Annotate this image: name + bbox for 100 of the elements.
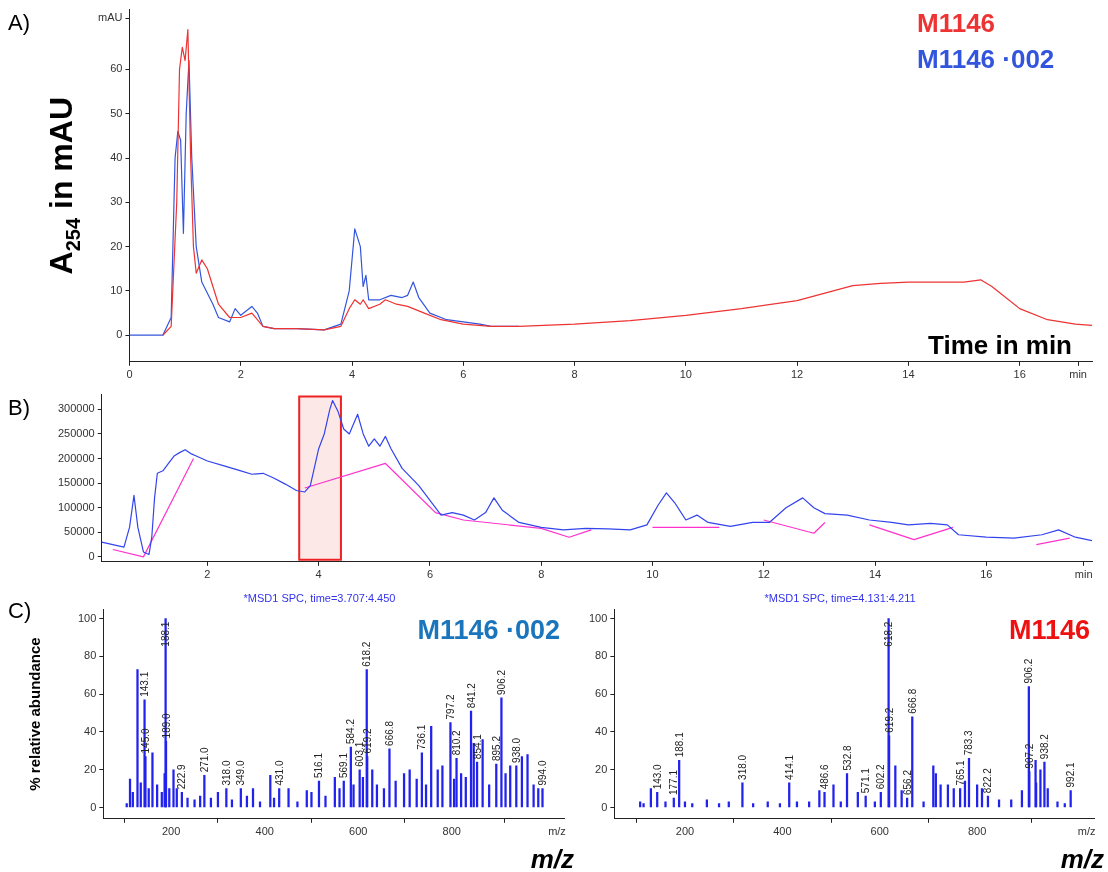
- x-tick-label: min: [1074, 568, 1093, 581]
- annotation: 994.0: [536, 760, 548, 786]
- annotation: 584.2: [345, 718, 357, 745]
- annotation: 666.8: [906, 688, 918, 714]
- y-tick-label: 200000: [57, 451, 95, 464]
- annotation: 189.0: [160, 712, 172, 739]
- annotation: 810.2: [451, 729, 463, 756]
- y-tick-label: 300000: [57, 402, 95, 415]
- chart-subtitle: M1146: [1008, 615, 1090, 646]
- x-tick-label: 200: [161, 825, 181, 838]
- annotation: 188.1: [160, 621, 172, 647]
- x-tick-label: 600: [870, 825, 889, 838]
- annotation: 271.0: [198, 746, 210, 773]
- y-tick-label: 40: [595, 724, 608, 737]
- annotation: 486.6: [819, 763, 831, 790]
- annotation: 765.1: [954, 760, 966, 786]
- annotation: 177.1: [668, 769, 680, 796]
- x-tick-label: 12: [757, 568, 770, 581]
- annotation: 532.8: [841, 745, 853, 771]
- x-tick-label: 12: [790, 368, 804, 381]
- text: C): [8, 598, 32, 623]
- x-tick-label: 4: [348, 368, 356, 381]
- x-axis-title: m/z: [530, 844, 574, 872]
- x-tick-label: 14: [902, 368, 915, 381]
- annotation: 318.0: [736, 754, 748, 780]
- annotation: 143.0: [651, 763, 663, 790]
- y-tick-label: 80: [595, 649, 608, 662]
- annotation: 318.0: [220, 760, 232, 786]
- y-tick-label: 0: [116, 328, 123, 341]
- x-tick-label: 14: [868, 568, 882, 581]
- x-tick-label: 10: [646, 568, 659, 581]
- annotation: 431.0: [273, 760, 285, 786]
- x-tick-label: 10: [679, 368, 692, 381]
- annotation: 666.8: [383, 720, 395, 746]
- y-tick-label: 10: [110, 283, 123, 296]
- annotation: 783.3: [963, 729, 975, 756]
- chart-title: *MSD1 SPC, time=3.707:4.450: [243, 591, 396, 604]
- annotation: 854.1: [471, 733, 483, 760]
- x-tick-label: 6: [460, 368, 467, 381]
- y-tick-label: 0: [90, 800, 97, 813]
- annotation: 938.0: [510, 737, 522, 763]
- annotation: 618.2: [361, 641, 373, 667]
- annotation: 907.2: [1023, 743, 1035, 769]
- annotation: 618.2: [883, 621, 895, 647]
- annotation: 895.2: [490, 735, 502, 762]
- x-axis-title: Time in min: [928, 329, 1072, 360]
- annotation: 569.1: [338, 752, 350, 779]
- x-axis-title: m/z: [1060, 844, 1104, 872]
- annotation: 571.1: [860, 767, 872, 794]
- y-tick-label: 150000: [57, 476, 95, 489]
- annotation: 797.2: [444, 694, 456, 720]
- y-tick-label: 80: [84, 649, 97, 662]
- x-tick-label: min: [1069, 368, 1087, 381]
- x-tick-label: 800: [442, 825, 461, 838]
- y-tick-label: 60: [84, 687, 97, 700]
- y-tick-label: 60: [595, 687, 608, 700]
- annotation: 145.0: [139, 728, 151, 754]
- text: A): [8, 10, 30, 35]
- x-tick-label: 400: [255, 825, 274, 838]
- y-tick-label: 20: [110, 239, 123, 252]
- annotation: 619.2: [883, 707, 895, 733]
- annotation: 602.2: [875, 763, 887, 790]
- y-tick-label: 0: [88, 549, 95, 562]
- x-tick-label: 8: [571, 368, 578, 381]
- annotation: 906.2: [495, 669, 507, 695]
- text: M1146 ·002: [917, 43, 1055, 74]
- annotation: 143.1: [139, 671, 151, 697]
- annotation: 656.2: [901, 769, 913, 796]
- annotation: 188.1: [673, 731, 685, 758]
- y-axis-title: % relative abundance: [26, 637, 43, 791]
- y-tick-label: mAU: [97, 11, 123, 24]
- annotation: 938.2: [1038, 733, 1050, 760]
- x-tick-label: 800: [967, 825, 987, 838]
- x-tick-label: 6: [426, 568, 434, 581]
- chart-subtitle: M1146 ·002: [417, 615, 560, 646]
- x-tick-label: 8: [538, 568, 545, 581]
- y-tick-label: 60: [110, 62, 123, 75]
- y-tick-label: 100: [588, 611, 608, 624]
- x-tick-label: 16: [1013, 368, 1026, 381]
- y-axis-title: A254 in mAU: [43, 97, 84, 275]
- y-tick-label: 40: [84, 724, 97, 737]
- x-tick-label: 2: [204, 568, 211, 581]
- y-tick-label: 20: [84, 762, 97, 775]
- x-tick-label: m/z: [548, 825, 566, 838]
- annotation: 222.9: [176, 763, 188, 790]
- y-tick-label: 0: [601, 800, 608, 813]
- x-tick-label: 2: [237, 368, 244, 381]
- annotation: 516.1: [313, 752, 325, 779]
- text: M1146: [917, 7, 996, 38]
- y-tick-label: 20: [595, 762, 608, 775]
- x-tick-label: 4: [315, 568, 322, 581]
- chart-title: *MSD1 SPC, time=4.131:4.211: [764, 591, 916, 604]
- annotation: 736.1: [416, 724, 428, 750]
- annotation: 906.2: [1023, 658, 1035, 684]
- x-tick-label: 16: [980, 568, 993, 581]
- y-tick-label: 100: [77, 611, 97, 624]
- x-tick-label: 400: [773, 825, 792, 838]
- annotation: 349.0: [235, 760, 247, 786]
- annotation: 992.1: [1065, 762, 1077, 788]
- annotation: 841.2: [465, 682, 477, 709]
